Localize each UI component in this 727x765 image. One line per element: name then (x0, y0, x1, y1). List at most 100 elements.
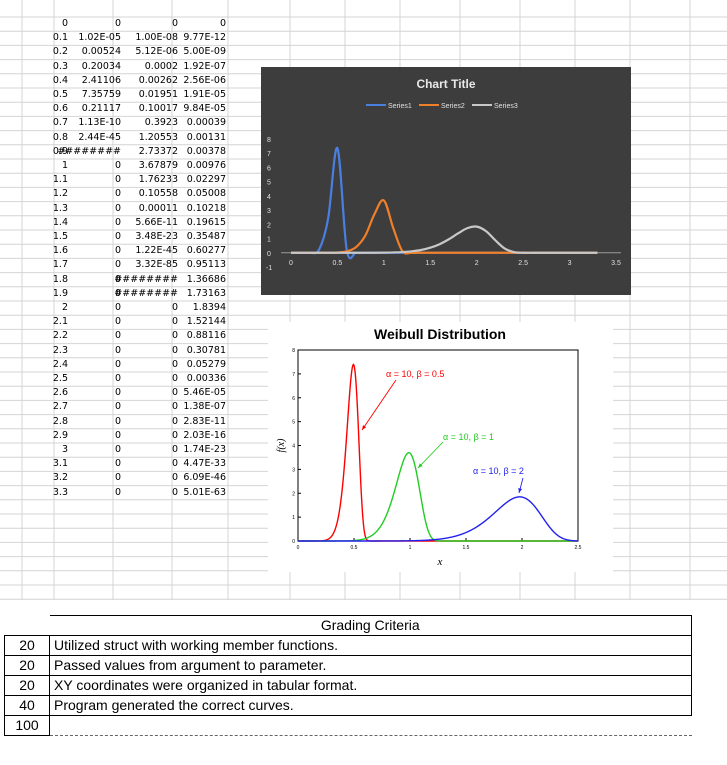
sheet-cell[interactable]: 2.6 (52, 387, 68, 399)
sheet-cell[interactable]: 0.2 (52, 46, 68, 58)
sheet-cell[interactable]: 2.56E-06 (183, 74, 226, 86)
sheet-cell[interactable]: 0.35487 (186, 231, 226, 242)
sheet-cell[interactable]: 0.6 (52, 103, 68, 115)
sheet-cell[interactable]: 1.1 (52, 174, 68, 186)
spreadsheet[interactable]: 0 0 0 0 0.1 1.02E-05 1.00E-08 9.77E-12 0.2 0.0052… (0, 0, 727, 600)
sheet-cell[interactable]: 1.92E-07 (183, 60, 226, 72)
sheet-cell[interactable]: 0.4 (52, 74, 68, 86)
sheet-cell[interactable]: 5.00E-09 (183, 46, 226, 58)
sheet-cell[interactable]: 1.02E-05 (78, 32, 121, 44)
sheet-cell[interactable]: 0 (171, 472, 178, 484)
sheet-cell[interactable]: 0.01951 (138, 89, 178, 100)
sheet-cell[interactable]: 1.5 (52, 231, 68, 242)
sheet-cell[interactable]: 3 (61, 444, 68, 455)
sheet-cell[interactable]: 0 (114, 174, 121, 186)
sheet-cell[interactable]: 0.02297 (186, 174, 226, 186)
sheet-cell[interactable]: 0.20034 (81, 60, 121, 72)
sheet-cell[interactable]: 0 (171, 387, 178, 399)
sheet-cell[interactable]: 1.36686 (186, 273, 226, 285)
sheet-cell[interactable]: 7.35759 (81, 89, 121, 100)
sheet-cell[interactable]: 0.19615 (186, 216, 226, 228)
sheet-cell[interactable]: 0 (114, 458, 121, 470)
sheet-cell[interactable]: 0 (114, 259, 121, 271)
sheet-cell[interactable]: 0 (171, 302, 178, 313)
chart-title[interactable]: Chart Title (416, 77, 475, 91)
sheet-cell[interactable]: 5.66E-11 (135, 216, 178, 228)
sheet-cell[interactable]: 0 (171, 373, 178, 384)
sheet-cell[interactable]: 0 (114, 330, 121, 342)
sheet-cell[interactable]: 1.8 (52, 273, 68, 285)
sheet-cell[interactable]: 2 (61, 302, 68, 313)
sheet-cell[interactable]: 0 (114, 216, 121, 228)
sheet-cell[interactable]: 0 (114, 316, 121, 328)
sheet-cell[interactable]: 1.13E-10 (78, 117, 121, 129)
sheet-cell[interactable]: 0 (114, 415, 121, 427)
sheet-cell[interactable]: 3.67879 (138, 160, 178, 171)
sheet-cell[interactable]: 2.44E-45 (78, 131, 121, 143)
sheet-cell[interactable]: 0.95113 (186, 259, 226, 271)
sheet-cell[interactable]: 0.9 (52, 145, 68, 157)
sheet-cell[interactable]: 0 (171, 344, 178, 356)
sheet-cell[interactable]: 2.41106 (81, 74, 121, 86)
sheet-cell[interactable]: 1.4 (52, 216, 68, 228)
sheet-cell[interactable]: 0 (171, 486, 178, 498)
sheet-cell[interactable]: 0 (114, 387, 121, 399)
sheet-cell[interactable]: 0.1 (52, 32, 68, 44)
sheet-cell[interactable]: 0 (114, 202, 121, 214)
sheet-cell[interactable]: 0.05008 (186, 188, 226, 200)
sheet-cell[interactable]: 1.74E-23 (183, 444, 226, 455)
series-line-series3[interactable] (290, 225, 598, 254)
sheet-cell[interactable]: 0.3923 (144, 117, 178, 129)
sheet-cell[interactable]: 0.88116 (186, 330, 226, 342)
sheet-cell[interactable]: 5.12E-06 (135, 46, 178, 58)
sheet-cell[interactable]: 0.5 (52, 89, 68, 100)
sheet-cell[interactable]: 2.2 (52, 330, 68, 342)
sheet-cell[interactable]: ######## (114, 287, 178, 299)
sheet-cell[interactable]: 1.7 (52, 259, 68, 271)
sheet-cell[interactable]: 1.20553 (138, 131, 178, 143)
sheet-cell[interactable]: 0.60277 (186, 245, 226, 257)
sheet-cell[interactable]: 0 (114, 188, 121, 200)
sheet-cell[interactable]: 5.46E-05 (183, 387, 226, 399)
sheet-cell[interactable]: 0.00262 (138, 74, 178, 86)
sheet-cell[interactable]: 3.32E-85 (135, 259, 178, 271)
sheet-cell[interactable]: 0 (171, 358, 178, 370)
sheet-cell[interactable]: 9.77E-12 (183, 32, 226, 44)
sheet-cell[interactable]: 0 (61, 18, 68, 29)
sheet-cell[interactable]: 0.05279 (186, 358, 226, 370)
sheet-cell[interactable]: 3.2 (52, 472, 68, 484)
sheet-cell[interactable]: 1.8394 (192, 302, 226, 313)
sheet-cell[interactable]: 1.6 (52, 245, 68, 257)
sheet-cell[interactable]: 0 (114, 245, 121, 257)
sheet-cell[interactable]: 2.8 (52, 415, 68, 427)
sheet-cell[interactable]: 1.73163 (186, 287, 226, 299)
sheet-cell[interactable]: 0 (171, 18, 178, 29)
sheet-cell[interactable]: 1.3 (52, 202, 68, 214)
sheet-cell[interactable]: 2.73372 (138, 145, 178, 157)
sheet-cell[interactable]: 0.00378 (186, 145, 226, 157)
sheet-cell[interactable]: 0 (114, 429, 121, 441)
sheet-cell[interactable]: 0.00336 (186, 373, 226, 384)
sheet-cell[interactable]: 0 (114, 472, 121, 484)
sheet-cell[interactable]: 0 (114, 344, 121, 356)
sheet-cell[interactable]: 2.4 (52, 358, 68, 370)
sheet-cell[interactable]: 0.10558 (138, 188, 178, 200)
sheet-cell[interactable]: 1.2 (52, 188, 68, 200)
sheet-cell[interactable]: 3.3 (52, 486, 68, 498)
sheet-cell[interactable]: ######## (57, 145, 121, 157)
sheet-cell[interactable]: 0.0002 (144, 60, 178, 72)
sheet-cell[interactable]: 0 (114, 373, 121, 384)
sheet-cell[interactable]: 1.76233 (138, 174, 178, 186)
sheet-cell[interactable]: 0 (171, 401, 178, 413)
excel-line-chart[interactable]: Chart Title Series1 Series2 Series3 -1 0 1 2 3 4 5… (261, 67, 631, 295)
sheet-cell[interactable]: 0 (171, 458, 178, 470)
sheet-cell[interactable]: 0 (114, 287, 121, 299)
sheet-cell[interactable]: 0 (114, 273, 121, 285)
sheet-cell[interactable]: 0 (114, 18, 121, 29)
sheet-cell[interactable]: 0 (114, 401, 121, 413)
sheet-cell[interactable]: 1 (61, 160, 68, 171)
sheet-cell[interactable]: 1.9 (52, 287, 68, 299)
sheet-cell[interactable]: 4.47E-33 (183, 458, 226, 470)
sheet-cell[interactable]: 3.1 (52, 458, 68, 470)
sheet-cell[interactable]: 2.7 (52, 401, 68, 413)
